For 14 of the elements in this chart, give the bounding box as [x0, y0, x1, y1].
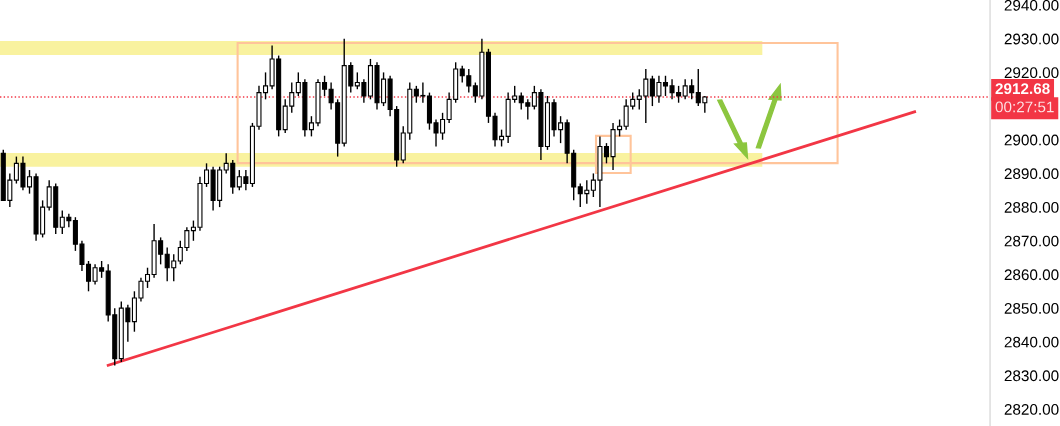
y-tick-label: 2840.00: [1004, 336, 1059, 348]
y-tick-label: 2880.00: [1004, 201, 1059, 213]
y-tick-label: 2940.00: [1004, 0, 1059, 11]
y-tick-label: 2870.00: [1004, 235, 1059, 247]
y-tick-label: 2850.00: [1004, 303, 1059, 314]
y-tick-label: 2930.00: [1004, 33, 1059, 45]
y-tick-label: 2890.00: [1004, 168, 1059, 180]
y-tick-label: 2900.00: [1004, 134, 1059, 146]
y-tick-label: 2830.00: [1004, 370, 1059, 382]
y-tick-label: 2820.00: [1004, 404, 1059, 415]
ref-line-label: 2912.68: [995, 83, 1050, 95]
y-tick-label: 2860.00: [1004, 269, 1059, 281]
y-tick-label: 2920.00: [1004, 67, 1059, 79]
text: 00:27:51: [995, 101, 1054, 113]
